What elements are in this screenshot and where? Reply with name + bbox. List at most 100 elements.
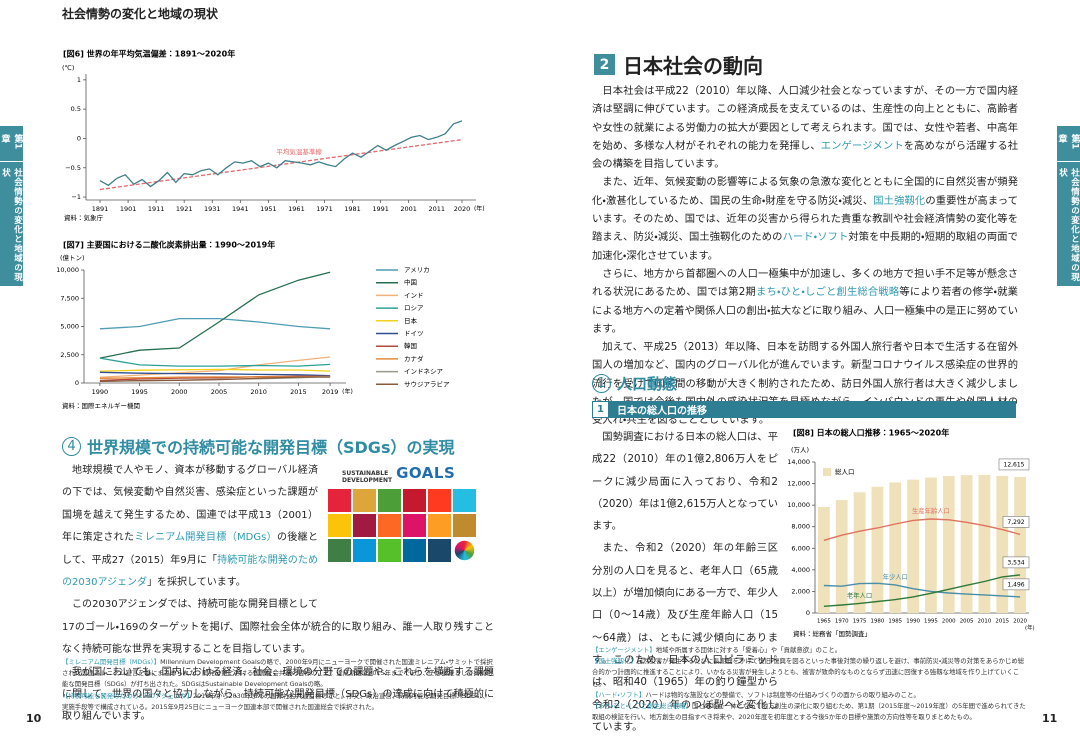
x-tick-label: 1901: [120, 205, 137, 213]
figure-7: [図7] 主要国における二酸化炭素排出量：1990～2019年(億トン)資料：国…: [55, 236, 495, 414]
x-tick-label: 2011: [428, 205, 445, 213]
goal-icons: [328, 489, 494, 562]
source: 資料：総務省「国勢調査」: [793, 629, 871, 638]
goal-wheel: [455, 541, 475, 561]
goal-icon: [328, 514, 351, 537]
footnote-term: 【まち・ひと・しごと創生総合戦略】: [592, 702, 692, 710]
footnote-term: 【エンゲージメント】: [592, 646, 656, 654]
x-tick-label: 1961: [288, 205, 305, 213]
chapter-title: 社会情勢の変化と地域の現状: [1057, 168, 1080, 286]
footnote-term: 【持続可能な開発のための2030アジェンダ】: [62, 692, 193, 700]
text: 国勢調査における日本の総人口は、平成22（2010）年の1億2,806万人をピー…: [592, 431, 778, 532]
legend-label: カナダ: [404, 354, 424, 363]
y-tick-label: 12,000: [787, 480, 810, 488]
legend-label: サウジアラビア: [404, 379, 450, 388]
x-tick-label: 2015: [995, 619, 1009, 625]
paragraph: 日本社会は平成22（2010）年以降、人口減少社会となっていますが、その一方で国…: [592, 82, 1018, 173]
source: 資料：国際エネルギー機関: [62, 401, 140, 410]
x-tick-label: 1981: [344, 205, 361, 213]
series-line: [100, 319, 330, 329]
section-heading: 2 日本社会の動向: [594, 50, 763, 79]
goal-icon: [453, 489, 476, 512]
x-tick-label: 2020: [454, 205, 471, 213]
value-label: 12,615: [1004, 461, 1025, 468]
footnote-term: 【ミレニアム開発目標（MDGs）】: [62, 658, 160, 666]
legend-label: インド: [404, 291, 424, 299]
x-tick-label: 1991: [372, 205, 389, 213]
y-tick-label: 0: [75, 379, 79, 387]
footnote-text: ハードは物的な施設などの整備で、ソフトは制度等の仕組みづくりの面からの取り組みの…: [645, 691, 920, 699]
series-line: [824, 519, 1020, 540]
x-tick-label: 2010: [250, 388, 267, 396]
paragraph: さらに、地方から首都圏への人口一極集中が加速し、多くの地方で担い手不足等が懸念さ…: [592, 265, 1018, 338]
x-unit: (年): [1025, 624, 1035, 632]
x-tick-label: 2000: [171, 388, 188, 396]
legend-label: インドネシア: [404, 368, 444, 376]
bar: [872, 487, 884, 613]
footnote-text: 地域や所属する団体に対する「愛着心」や「貢献意欲」のこと。: [656, 646, 841, 654]
value-label: 3,534: [1007, 559, 1024, 566]
goal-icon: [428, 514, 451, 537]
paragraph: また、近年、気候変動の影響等による気象の急激な変化とともに全国的に自然災害が頻発…: [592, 173, 1018, 264]
x-tick-label: 1995: [131, 388, 148, 396]
series-line: [100, 272, 330, 358]
x-tick-label: 2001: [400, 205, 417, 213]
series-label: 生産年齢人口: [912, 506, 950, 515]
y-unit: (℃): [62, 64, 74, 72]
footnote: 【国土強靱化】自然災害が発生するたびに長期間をかけて復旧・復興を図るといった事後…: [592, 656, 1030, 690]
y-tick-label: 7,500: [60, 294, 79, 302]
subsection-number: 1: [592, 374, 611, 393]
series-label: 年少人口: [883, 572, 908, 581]
highlight-term: エンゲージメント: [821, 140, 904, 152]
topic-number: 1: [592, 401, 609, 418]
footnote: 【まち・ひと・しごと創生総合戦略】国と地域が一体となって地方創生の深化に取り組む…: [592, 701, 1030, 723]
y-tick-label: 10,000: [787, 501, 810, 509]
bar: [961, 475, 973, 613]
goal-icon: [353, 514, 376, 537]
running-title: 社会情勢の変化と地域の現状: [62, 5, 218, 22]
x-tick-label: 2000: [942, 619, 956, 625]
goal-icon: [453, 514, 476, 537]
goal-icon: [403, 514, 426, 537]
x-unit: (年): [474, 205, 485, 213]
bar: [979, 475, 991, 613]
y-tick-label: 8,000: [791, 523, 810, 531]
logo-line: DEVELOPMENT: [342, 478, 392, 485]
goal-icon: [378, 514, 401, 537]
y-tick-label: 0.5: [71, 105, 81, 113]
y-tick-label: 2,000: [791, 587, 810, 595]
x-tick-label: 1985: [888, 619, 902, 625]
bar: [836, 500, 848, 613]
page-number: 11: [1042, 712, 1057, 725]
goal-icon: [328, 489, 351, 512]
footnotes: 【エンゲージメント】地域や所属する団体に対する「愛着心」や「貢献意欲」のこと。【…: [592, 645, 1030, 723]
highlight-term: ハード・ソフト: [782, 231, 848, 243]
goal-icon: [378, 539, 401, 562]
x-tick-label: 2005: [211, 388, 228, 396]
y-tick-label: 5,000: [60, 323, 79, 331]
paragraph: 国勢調査における日本の総人口は、平成22（2010）年の1億2,806万人をピー…: [592, 426, 778, 537]
legend-label: 韓国: [404, 341, 417, 350]
logo-goals: GOALS: [396, 462, 455, 484]
x-unit: (年): [342, 388, 353, 396]
y-tick-label: 2,500: [60, 351, 79, 359]
x-tick-label: 1951: [260, 205, 277, 213]
source: 資料：気象庁: [64, 213, 104, 222]
goal-icon: [353, 489, 376, 512]
y-tick-label: 10,000: [56, 266, 79, 274]
bar: [907, 480, 919, 613]
section-heading: 4 世界規模での持続可能な開発目標（SDGs）の実現: [62, 434, 454, 458]
x-tick-label: 2010: [978, 619, 992, 625]
figure-8: [図8] 日本の総人口推移：1965～2020年(万人)資料：総務省「国勢調査」…: [785, 424, 1037, 640]
y-tick-label: 1: [77, 76, 81, 84]
footnote: 【ミレニアム開発目標（MDGs）】Millennium Development …: [62, 657, 494, 691]
legend-label: 中国: [404, 278, 417, 287]
footnote: 【ハード・ソフト】ハードは物的な施設などの整備で、ソフトは制度等の仕組みづくりの…: [592, 690, 1030, 701]
x-tick-label: 2019: [322, 388, 339, 396]
goal-icon: [328, 539, 351, 562]
figure-title: [図7] 主要国における二酸化炭素排出量：1990～2019年: [63, 240, 275, 250]
footnote-text: 自然災害が発生するたびに長期間をかけて復旧・復興を図るといった事後対策の繰り返し…: [592, 657, 1024, 687]
y-tick-label: 0: [806, 609, 810, 617]
